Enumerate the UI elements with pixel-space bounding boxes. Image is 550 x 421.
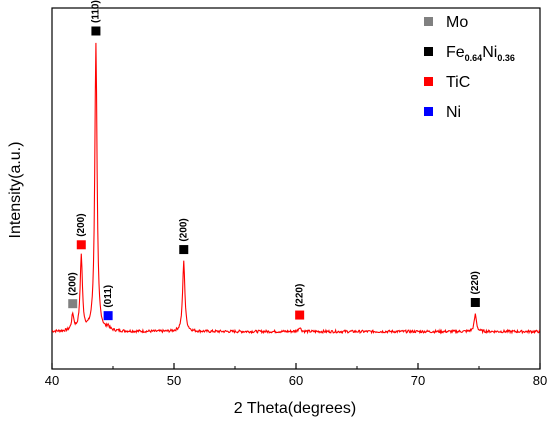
peak-hkl-label: (220) [470, 271, 481, 294]
legend-marker [424, 17, 433, 26]
peak-marker [295, 310, 305, 320]
peak-marker [91, 26, 101, 36]
x-tick-label: 80 [533, 373, 547, 388]
legend-marker [424, 107, 433, 116]
x-tick-label: 50 [167, 373, 181, 388]
peak-marker [179, 245, 189, 255]
legend-marker [424, 47, 433, 56]
peak-marker [470, 297, 480, 307]
x-axis-label: 2 Theta(degrees) [234, 400, 356, 417]
xrd-pattern-line [51, 42, 541, 335]
legend-label: Ni [446, 104, 461, 121]
legend-marker [424, 77, 433, 86]
peak-hkl-label: (200) [67, 272, 78, 295]
legend: Mo Fe0.64Ni0.36 TiC Ni [424, 14, 515, 121]
peak-marker [68, 299, 78, 309]
peak-hkl-label: (110) [91, 0, 102, 23]
peak-marker [76, 240, 86, 250]
peak-marker [103, 311, 113, 321]
legend-label: Mo [446, 14, 468, 31]
x-tick-label: 70 [411, 373, 425, 388]
peak-annotations: (200) (200) (110) (011) (200) (220) (220) [67, 0, 481, 321]
series-group [51, 42, 541, 335]
x-tick-label: 40 [45, 373, 59, 388]
peak-hkl-label: (200) [178, 218, 189, 241]
peak-hkl-label: (011) [103, 285, 114, 308]
y-axis-label: Intensity(a.u.) [7, 142, 24, 239]
peak-hkl-label: (220) [294, 284, 305, 307]
peak-hkl-label: (200) [76, 213, 87, 236]
x-tick-label: 60 [289, 373, 303, 388]
legend-label: TiC [446, 74, 470, 91]
ticks: 40 50 60 70 80 [45, 363, 547, 388]
legend-label: Fe0.64Ni0.36 [446, 44, 515, 63]
